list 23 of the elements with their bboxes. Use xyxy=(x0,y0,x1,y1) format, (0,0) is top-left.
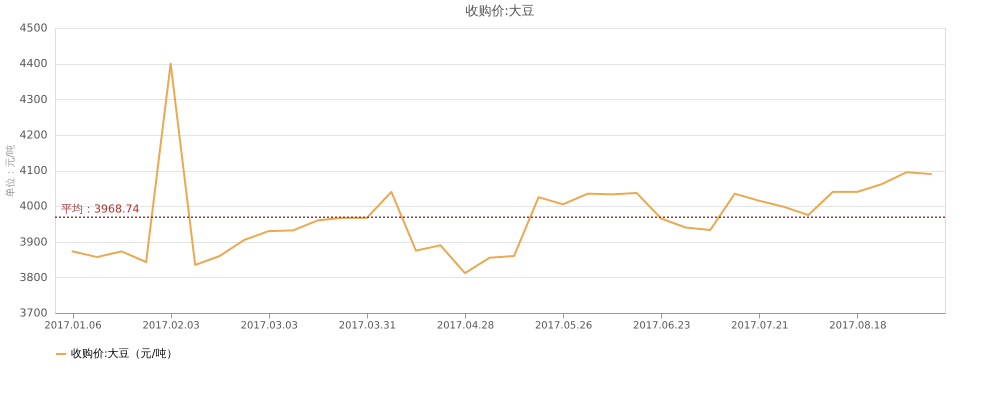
legend-label: 收购价:大豆（元/吨） xyxy=(71,347,178,360)
y-tick-label: 4100 xyxy=(20,164,48,177)
y-tick-label: 4300 xyxy=(20,92,48,106)
y-tick-label: 4200 xyxy=(20,128,48,142)
y-tick-label: 4000 xyxy=(20,200,48,213)
x-tick-label: 2017.04.28 xyxy=(436,320,494,332)
y-tick-label: 3700 xyxy=(20,306,48,320)
y-tick-label: 4500 xyxy=(20,22,48,34)
line-series xyxy=(72,62,932,274)
x-tick-label: 2017.08.18 xyxy=(829,320,887,332)
chart-title: 收购价:大豆 xyxy=(465,4,535,19)
y-tick-label: 3800 xyxy=(20,270,48,284)
x-tick-label: 2017.03.31 xyxy=(338,320,396,332)
x-tick-label: 2017.02.03 xyxy=(142,320,200,332)
y-tick-label: 3900 xyxy=(20,235,48,248)
x-tick-label: 2017.06.23 xyxy=(633,320,690,332)
x-tick-label: 2017.01.06 xyxy=(44,320,102,332)
x-tick-label: 2017.05.26 xyxy=(534,320,592,332)
x-tick-label: 2017.07.21 xyxy=(731,320,788,332)
ref-line-label: 平均：3968.74 xyxy=(61,202,140,216)
y-tick-label: 4400 xyxy=(20,57,48,70)
x-tick-label: 2017.03.03 xyxy=(240,320,298,332)
y-axis-title: 单位：元/吨 xyxy=(4,144,17,198)
